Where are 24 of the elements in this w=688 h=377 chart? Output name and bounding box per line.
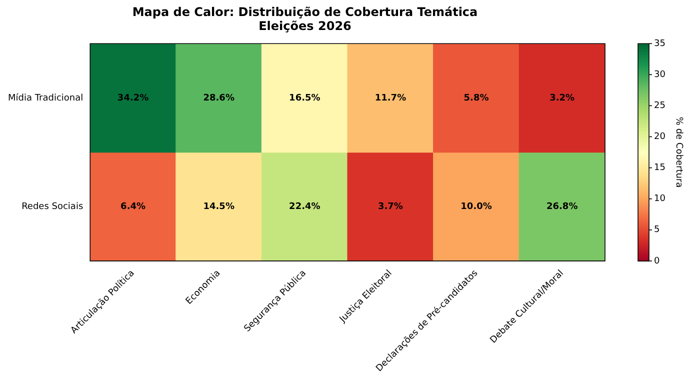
data-label: 26.8% (546, 202, 578, 212)
color-bar-label: 0 (654, 256, 660, 266)
data-label: 3.2% (550, 93, 575, 104)
color-bar-label: 20 (654, 132, 666, 142)
chart-title: Mapa de Calor: Distribuição de Cobertura Temática Eleições 2026 (132, 5, 478, 33)
data-label: 11.7% (374, 93, 406, 104)
data-label: 22.4% (289, 202, 320, 212)
data-label: 34.2% (117, 93, 149, 104)
color-bar-label: 35 (654, 38, 666, 49)
data-label: 3.7% (378, 202, 403, 212)
data-label: 6.4% (120, 202, 146, 212)
color-bar-label: 30 (654, 70, 666, 80)
color-bar-label: 15 (654, 163, 666, 174)
data-label: 14.5% (203, 202, 234, 212)
color-bar-label: 10 (654, 194, 666, 204)
y-tick-label: Redes Sociais (22, 202, 84, 212)
data-label: 16.5% (289, 93, 320, 104)
data-label: 28.6% (203, 93, 234, 104)
data-label: 10.0% (460, 202, 492, 212)
data-label: 5.8% (464, 93, 489, 104)
color-bar-title: % de Cobertura (674, 116, 684, 188)
color-bar-label: 5 (654, 225, 660, 236)
color-bar-label: 25 (654, 101, 666, 112)
y-tick-label: Mídia Tradicional (8, 92, 84, 104)
